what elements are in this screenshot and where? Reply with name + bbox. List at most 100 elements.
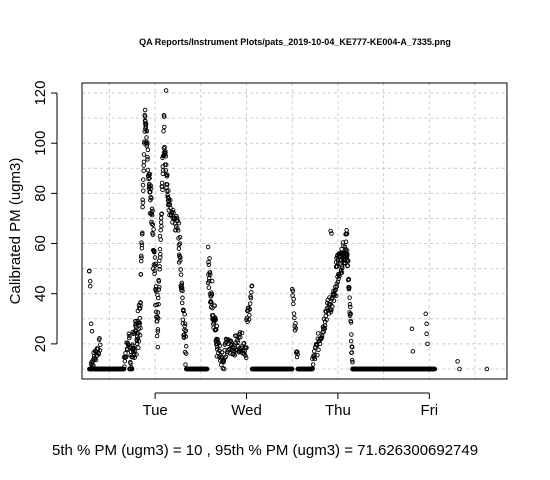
y-tick-label: 120 — [32, 81, 49, 106]
data-point — [87, 278, 93, 284]
data-point — [163, 154, 169, 159]
data-point — [247, 301, 253, 306]
data-point — [344, 231, 350, 236]
data-point — [294, 354, 300, 360]
data-point — [149, 196, 154, 201]
data-point — [160, 187, 165, 192]
data-point — [346, 285, 352, 290]
data-point — [206, 279, 212, 284]
data-point — [312, 356, 318, 362]
data-point — [163, 168, 169, 173]
data-point — [140, 182, 146, 188]
data-point — [163, 88, 169, 93]
data-point — [329, 231, 334, 236]
data-point — [179, 300, 185, 306]
data-point — [138, 272, 144, 277]
data-point — [345, 263, 351, 268]
data-point — [136, 339, 142, 344]
data-point — [133, 328, 139, 334]
data-point — [178, 258, 183, 263]
data-point — [424, 331, 429, 337]
data-point — [206, 259, 211, 265]
data-point — [206, 285, 212, 290]
data-point — [152, 248, 157, 254]
data-point — [293, 325, 299, 331]
data-point — [311, 348, 317, 354]
data-point — [348, 338, 354, 344]
data-point — [166, 188, 171, 193]
data-point — [171, 210, 176, 215]
data-point — [148, 186, 154, 191]
data-point — [239, 330, 245, 336]
data-point — [339, 246, 344, 252]
data-point — [144, 140, 150, 145]
data-point — [158, 252, 163, 257]
data-point — [160, 168, 166, 173]
data-point — [156, 302, 161, 307]
data-point — [349, 344, 355, 350]
data-point — [162, 124, 167, 130]
data-point — [331, 298, 337, 303]
data-point — [339, 270, 345, 275]
data-point — [349, 358, 355, 363]
data-point — [295, 351, 300, 357]
data-point — [144, 142, 150, 147]
data-point — [159, 224, 164, 229]
data-point — [155, 316, 161, 321]
data-point — [180, 295, 185, 301]
data-point — [290, 288, 296, 294]
data-point — [348, 304, 353, 310]
data-point — [207, 256, 212, 261]
data-point — [214, 354, 220, 359]
data-point — [165, 172, 170, 178]
data-point — [350, 359, 355, 365]
data-point — [149, 212, 155, 218]
data-point — [158, 255, 163, 260]
data-point — [289, 366, 295, 372]
data-point — [157, 284, 162, 290]
data-point — [177, 241, 183, 246]
data-point — [235, 339, 240, 344]
data-point — [139, 245, 145, 251]
data-point — [209, 290, 214, 295]
data-point — [291, 311, 297, 316]
x-axis: Tue Wed Thu Fri — [142, 392, 439, 419]
data-point — [246, 317, 252, 322]
data-point — [140, 200, 146, 205]
chart-title: QA Reports/Instrument Plots/pats_2019-10… — [139, 37, 451, 47]
data-point — [243, 353, 248, 358]
data-point — [180, 317, 186, 322]
data-point — [155, 295, 161, 301]
data-point — [145, 157, 150, 162]
data-point — [141, 152, 147, 157]
data-point — [209, 300, 214, 305]
data-point — [149, 221, 155, 227]
data-point — [157, 258, 162, 264]
data-point — [98, 342, 103, 347]
points-layer — [87, 88, 490, 372]
data-point — [154, 333, 160, 339]
data-point — [209, 278, 215, 284]
data-point — [237, 330, 243, 335]
data-point — [140, 204, 145, 210]
data-point — [140, 232, 145, 237]
data-point — [144, 135, 149, 140]
data-point — [141, 163, 146, 168]
data-point — [178, 255, 183, 260]
y-axis: 20 40 60 80 100 120 — [32, 81, 58, 352]
data-point — [178, 272, 184, 277]
data-point — [208, 272, 213, 277]
data-point — [140, 197, 145, 202]
x-tick-label: Tue — [142, 402, 167, 419]
data-point — [315, 331, 321, 336]
data-point — [455, 359, 460, 364]
data-point — [330, 304, 335, 309]
data-point — [145, 154, 150, 160]
data-point — [206, 276, 212, 281]
data-point — [224, 337, 230, 342]
data-point — [152, 268, 157, 273]
data-point — [152, 250, 157, 255]
data-point — [342, 261, 348, 266]
data-point — [138, 253, 144, 259]
x-tick-label: Fri — [421, 402, 439, 419]
